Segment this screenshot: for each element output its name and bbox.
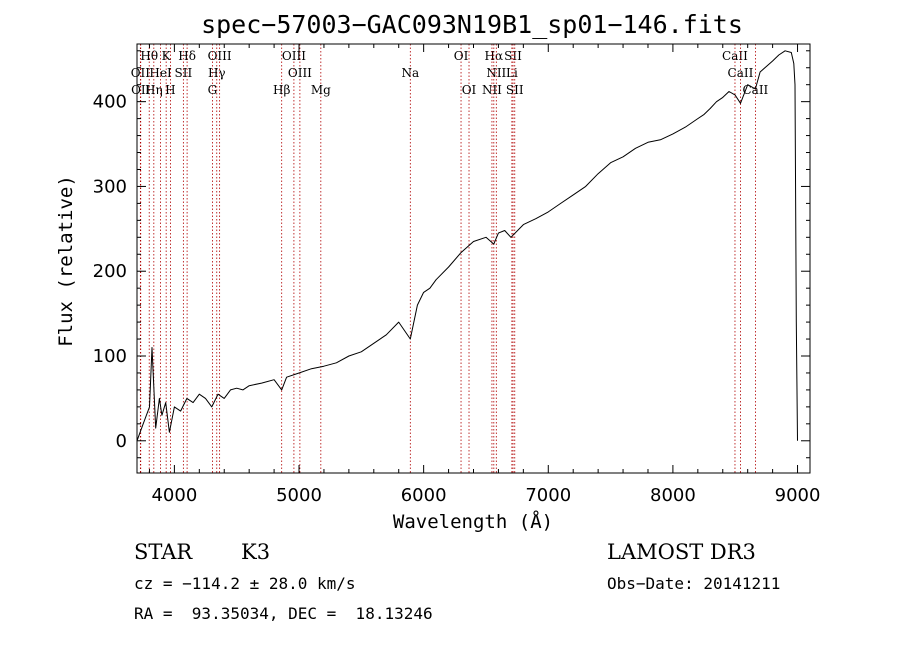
y-axis: 0 100 200 300 400 — [93, 50, 810, 459]
line-label: G — [208, 83, 218, 97]
line-label: OII — [131, 83, 151, 97]
obs-date: Obs−Date: 20141211 — [607, 574, 781, 593]
line-label: HeI — [149, 66, 172, 80]
y-axis-label: Flux (relative) — [55, 175, 77, 347]
chart-title: spec−57003−GAC093N19B1_sp01−146.fits — [201, 10, 743, 39]
line-label: OIII — [288, 66, 312, 80]
survey-name: LAMOST DR3 — [607, 540, 756, 564]
x-tick-label: 7000 — [525, 485, 571, 506]
line-label: OI — [454, 49, 469, 63]
line-label: CaII — [722, 49, 748, 63]
plot-frame — [136, 43, 811, 474]
line-label: Hδ — [178, 49, 196, 63]
line-label: NII — [486, 66, 506, 80]
series-layer — [136, 50, 798, 441]
subclass: K3 — [241, 540, 271, 564]
line-label: Na — [401, 66, 419, 80]
y-tick-label: 100 — [93, 346, 127, 367]
x-axis-label: Wavelength (Å) — [393, 510, 553, 533]
line-label: H — [165, 83, 175, 97]
line-label: OIII — [282, 49, 306, 63]
line-label: Hη — [145, 83, 163, 97]
line-label: SII — [506, 83, 524, 97]
y-tick-label: 0 — [116, 431, 127, 452]
line-label: OI — [462, 83, 477, 97]
x-tick-label: 6000 — [401, 485, 447, 506]
line-label: SII — [504, 49, 522, 63]
x-tick-label: 9000 — [775, 485, 821, 506]
x-axis: 4000 5000 6000 7000 8000 9000 — [148, 44, 821, 506]
line-label: Hα — [485, 49, 504, 63]
line-label: CaII — [728, 66, 754, 80]
line-label: Hγ — [208, 66, 226, 80]
x-tick-label: 4000 — [151, 485, 197, 506]
line-label: NII — [482, 83, 502, 97]
line-label: Hβ — [273, 83, 290, 97]
line-label: SII — [175, 66, 193, 80]
x-tick-label: 5000 — [276, 485, 322, 506]
y-tick-label: 300 — [93, 176, 127, 197]
y-tick-label: 400 — [93, 92, 127, 113]
line-label: K — [162, 49, 172, 63]
y-tick-label: 200 — [93, 261, 127, 282]
ra-dec: RA = 93.35034, DEC = 18.13246 — [134, 604, 433, 623]
line-label: CaII — [742, 83, 768, 97]
redshift-cz: cz = −114.2 ± 28.0 km/s — [134, 574, 356, 593]
line-label: Mg — [311, 83, 331, 97]
series-line-0 — [136, 50, 798, 441]
x-tick-label: 8000 — [650, 485, 696, 506]
line-label: Li — [506, 66, 518, 80]
line-label: OIII — [208, 49, 232, 63]
line-label: Hθ — [140, 49, 158, 63]
object-class: STAR — [134, 540, 193, 564]
